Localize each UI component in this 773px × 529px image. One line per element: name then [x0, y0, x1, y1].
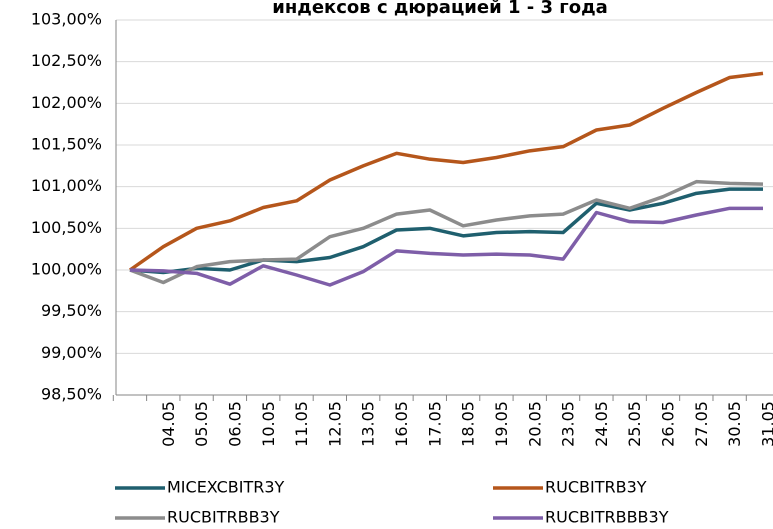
y-tick-label: 99,00%: [41, 343, 102, 362]
x-tick-label: 30.05: [725, 401, 744, 447]
y-tick-label: 101,50%: [31, 135, 102, 154]
x-tick-label: 20.05: [525, 401, 544, 447]
x-tick-label: 13.05: [359, 401, 378, 447]
legend-label: RUCBITRBB3Y: [167, 508, 280, 527]
x-tick-label: 10.05: [259, 401, 278, 447]
y-tick-label: 102,00%: [31, 93, 102, 112]
legend-label: RUCBITRBBB3Y: [545, 508, 669, 527]
x-tick-label: 17.05: [425, 401, 444, 447]
x-tick-label: 04.05: [159, 401, 178, 447]
x-tick-label: 16.05: [392, 401, 411, 447]
legend-label: RUCBITRB3Y: [545, 478, 647, 497]
x-tick-label: 11.05: [292, 401, 311, 447]
x-tick-label: 31.05: [759, 401, 773, 447]
x-tick-label: 26.05: [659, 401, 678, 447]
series-line: [128, 71, 764, 272]
series-line: [129, 187, 763, 275]
y-tick-label: 98,50%: [41, 385, 102, 404]
series-line: [129, 179, 764, 285]
x-tick-label: 24.05: [592, 401, 611, 447]
y-tick-label: 99,50%: [41, 301, 102, 320]
x-tick-label: 18.05: [459, 401, 478, 447]
x-tick-label: 12.05: [325, 401, 344, 447]
x-tick-label: 27.05: [692, 401, 711, 447]
y-tick-label: 101,00%: [31, 176, 102, 195]
series-line: [129, 206, 763, 287]
x-tick-label: 23.05: [559, 401, 578, 447]
y-tick-label: 100,50%: [31, 218, 102, 237]
x-tick-label: 06.05: [225, 401, 244, 447]
y-tick-label: 100,00%: [31, 260, 102, 279]
legend-label: MICEXCBITR3Y: [167, 478, 285, 497]
chart-title: индексов с дюрацией 1 - 3 года: [272, 0, 608, 18]
x-tick-label: 25.05: [625, 401, 644, 447]
y-tick-label: 102,50%: [31, 51, 102, 70]
x-tick-label: 19.05: [492, 401, 511, 447]
y-tick-label: 103,00%: [31, 10, 102, 29]
x-tick-label: 05.05: [192, 401, 211, 447]
